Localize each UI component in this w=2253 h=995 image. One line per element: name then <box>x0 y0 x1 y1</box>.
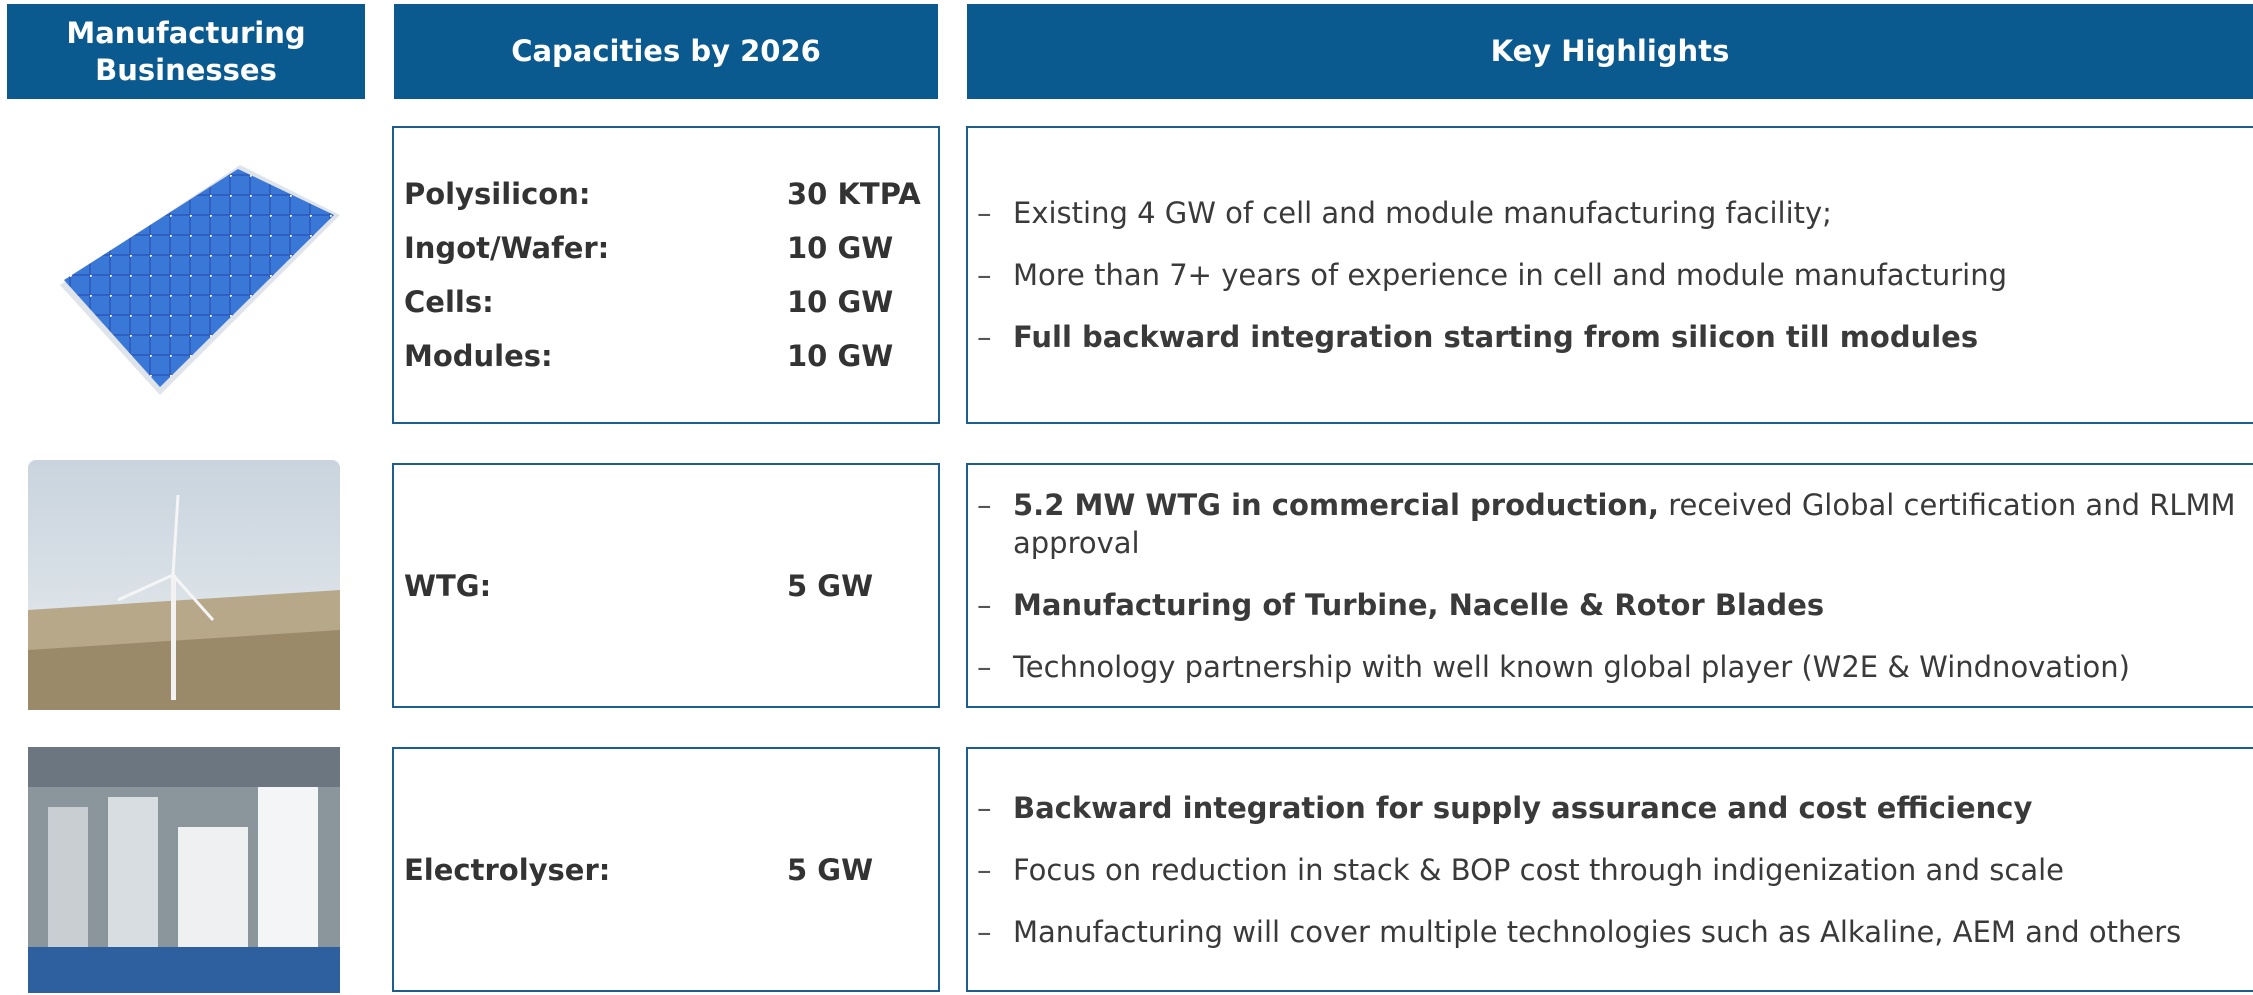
capacity-label: Polysilicon: <box>404 167 787 221</box>
highlight-item: Full backward integration starting from … <box>1013 318 2253 356</box>
highlight-text: Full backward integration starting from … <box>1013 320 1978 354</box>
highlight-text: Technology partnership with well known g… <box>1013 650 2130 684</box>
highlights-box: Backward integration for supply assuranc… <box>966 747 2253 992</box>
highlight-item: More than 7+ years of experience in cell… <box>1013 256 2253 294</box>
capacity-label: WTG: <box>404 559 787 613</box>
highlights-box: 5.2 MW WTG in commercial production, rec… <box>966 463 2253 708</box>
capacity-row: WTG:5 GW <box>404 559 938 613</box>
capacity-value: 10 GW <box>787 275 893 329</box>
capacity-label: Electrolyser: <box>404 843 787 897</box>
capacity-value: 30 KTPA <box>787 167 921 221</box>
highlight-item: Manufacturing will cover multiple techno… <box>1013 913 2253 951</box>
highlight-text: Manufacturing of Turbine, Nacelle & Roto… <box>1013 588 1824 622</box>
capacity-row: Ingot/Wafer:10 GW <box>404 221 938 275</box>
capacity-value: 5 GW <box>787 559 873 613</box>
slide: Manufacturing Businesses Capacities by 2… <box>0 0 2253 995</box>
highlights-box: Existing 4 GW of cell and module manufac… <box>966 126 2253 424</box>
highlight-item: Focus on reduction in stack & BOP cost t… <box>1013 851 2253 889</box>
header: Manufacturing Businesses <box>7 4 365 99</box>
header: Capacities by 2026 <box>394 4 938 99</box>
capacity-value: 10 GW <box>787 329 893 383</box>
capacity-label: Ingot/Wafer: <box>404 221 787 275</box>
capacity-value: 10 GW <box>787 221 893 275</box>
highlight-item: Backward integration for supply assuranc… <box>1013 789 2253 827</box>
capacity-row: Polysilicon:30 KTPA <box>404 167 938 221</box>
highlight-text: More than 7+ years of experience in cell… <box>1013 258 2007 292</box>
capacity-value: 5 GW <box>787 843 873 897</box>
capacity-box: Electrolyser:5 GW <box>392 747 940 992</box>
capacity-label: Modules: <box>404 329 787 383</box>
highlight-item: Technology partnership with well known g… <box>1013 648 2253 686</box>
capacity-box: WTG:5 GW <box>392 463 940 708</box>
highlight-text: Manufacturing will cover multiple techno… <box>1013 915 2181 949</box>
solar-panel-image <box>50 155 350 405</box>
capacity-row: Cells:10 GW <box>404 275 938 329</box>
capacity-label: Cells: <box>404 275 787 329</box>
capacity-row: Electrolyser:5 GW <box>404 843 938 897</box>
highlight-text: Existing 4 GW of cell and module manufac… <box>1013 196 1832 230</box>
wind-turbine-image <box>28 460 340 710</box>
header: Key Highlights <box>967 4 2253 99</box>
highlight-text: Backward integration for supply assuranc… <box>1013 791 2032 825</box>
highlight-item: Manufacturing of Turbine, Nacelle & Roto… <box>1013 586 2253 624</box>
highlight-item: 5.2 MW WTG in commercial production, rec… <box>1013 486 2253 562</box>
electrolyser-image <box>28 747 340 993</box>
highlight-text: Focus on reduction in stack & BOP cost t… <box>1013 853 2064 887</box>
capacity-row: Modules:10 GW <box>404 329 938 383</box>
highlight-text: 5.2 MW WTG in commercial production, <box>1013 488 1659 522</box>
highlight-item: Existing 4 GW of cell and module manufac… <box>1013 194 2253 232</box>
